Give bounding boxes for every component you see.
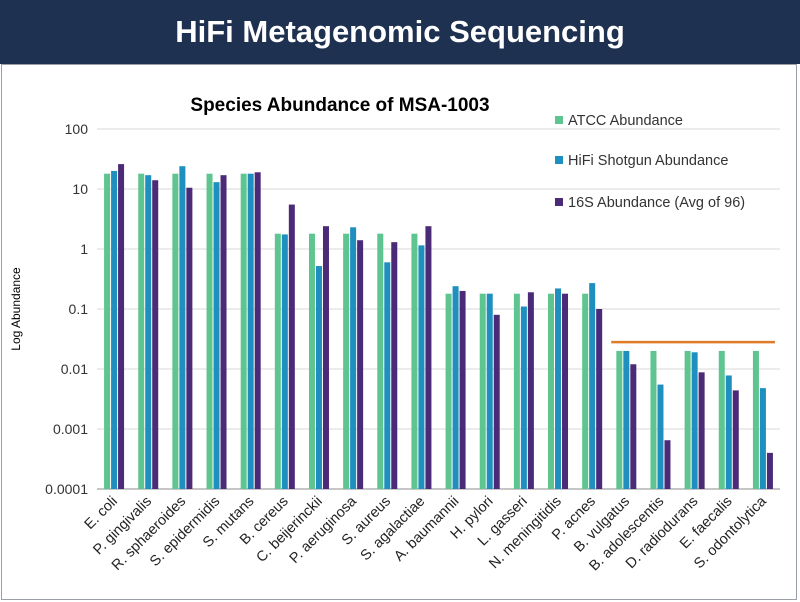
bar-hifi (281, 234, 288, 489)
bar-hifi (247, 173, 254, 489)
bar-hifi (384, 262, 391, 489)
chart-frame (1, 64, 797, 600)
bar-hifi (350, 227, 357, 489)
bar-16s (596, 309, 603, 489)
bar-16s (288, 204, 295, 489)
bar-atcc (240, 173, 247, 489)
bar-hifi (623, 350, 630, 489)
bar-atcc (684, 350, 691, 489)
bar-hifi (725, 375, 732, 489)
bar-hifi (657, 384, 664, 489)
bar-atcc (274, 233, 281, 489)
chart-title: Species Abundance of MSA-1003 (190, 95, 489, 116)
title-banner: HiFi Metagenomic Sequencing (0, 0, 800, 64)
bar-hifi (452, 286, 459, 489)
bar-atcc (308, 233, 315, 489)
bar-atcc (445, 293, 452, 489)
bar-16s (527, 292, 534, 489)
bar-hifi (691, 352, 698, 489)
bar-atcc (377, 233, 384, 489)
bar-hifi (486, 293, 493, 489)
bar-16s (322, 226, 329, 490)
bar-hifi (418, 245, 425, 489)
bar-16s (732, 390, 739, 489)
bar-hifi (759, 388, 766, 489)
bar-hifi (520, 306, 527, 489)
bar-16s (220, 175, 227, 489)
bar-atcc (343, 233, 350, 489)
bar-16s (664, 440, 671, 489)
legend-label: HiFi Shotgun Abundance (568, 153, 728, 169)
bar-hifi (111, 170, 118, 489)
bar-atcc (582, 293, 589, 489)
gridlines (97, 128, 780, 490)
bar-atcc (548, 293, 555, 489)
bar-atcc (718, 350, 725, 489)
bar-hifi (589, 283, 596, 489)
bar-atcc (172, 173, 179, 489)
bars (104, 164, 773, 490)
bar-hifi (145, 175, 152, 489)
bar-atcc (650, 350, 657, 489)
bar-hifi (315, 266, 322, 489)
y-tick-label: 0.01 (61, 361, 88, 377)
bar-16s (186, 187, 193, 489)
y-tick-labels: 100 10 1 0.1 0.01 0.001 0.0001 (45, 121, 88, 497)
bar-atcc (616, 350, 623, 489)
bar-16s (698, 372, 705, 489)
y-tick-label: 1 (80, 241, 88, 257)
bar-16s (391, 242, 398, 489)
banner-title: HiFi Metagenomic Sequencing (175, 14, 625, 49)
bar-atcc (752, 350, 759, 489)
legend-swatch (555, 116, 563, 124)
legend-label: 16S Abundance (Avg of 96) (568, 195, 745, 211)
bar-atcc (411, 233, 418, 489)
bar-hifi (555, 288, 562, 489)
legend-swatch (555, 156, 563, 164)
bar-16s (766, 452, 773, 489)
bar-hifi (213, 182, 220, 490)
bar-atcc (138, 173, 145, 489)
bar-16s (254, 172, 261, 489)
bar-16s (357, 240, 364, 489)
bar-16s (152, 180, 159, 490)
bar-16s (118, 164, 125, 489)
bar-16s (630, 364, 637, 489)
bar-atcc (206, 173, 213, 489)
bar-hifi (179, 166, 186, 490)
y-tick-label: 0.1 (69, 301, 89, 317)
bar-16s (425, 226, 432, 490)
y-tick-label: 10 (72, 181, 88, 197)
legend: ATCC Abundance HiFi Shotgun Abundance 16S … (555, 113, 745, 211)
y-tick-label: 0.001 (53, 421, 88, 437)
bar-16s (562, 293, 569, 489)
legend-swatch (555, 198, 563, 206)
y-axis-label: Log Abundance (9, 267, 23, 351)
legend-label: ATCC Abundance (568, 113, 683, 129)
bar-atcc (104, 173, 111, 489)
bar-16s (459, 290, 466, 489)
y-tick-label: 0.0001 (45, 481, 88, 497)
bar-atcc (513, 293, 520, 489)
bar-atcc (479, 293, 486, 489)
y-tick-label: 100 (65, 121, 89, 137)
bar-16s (493, 314, 500, 489)
